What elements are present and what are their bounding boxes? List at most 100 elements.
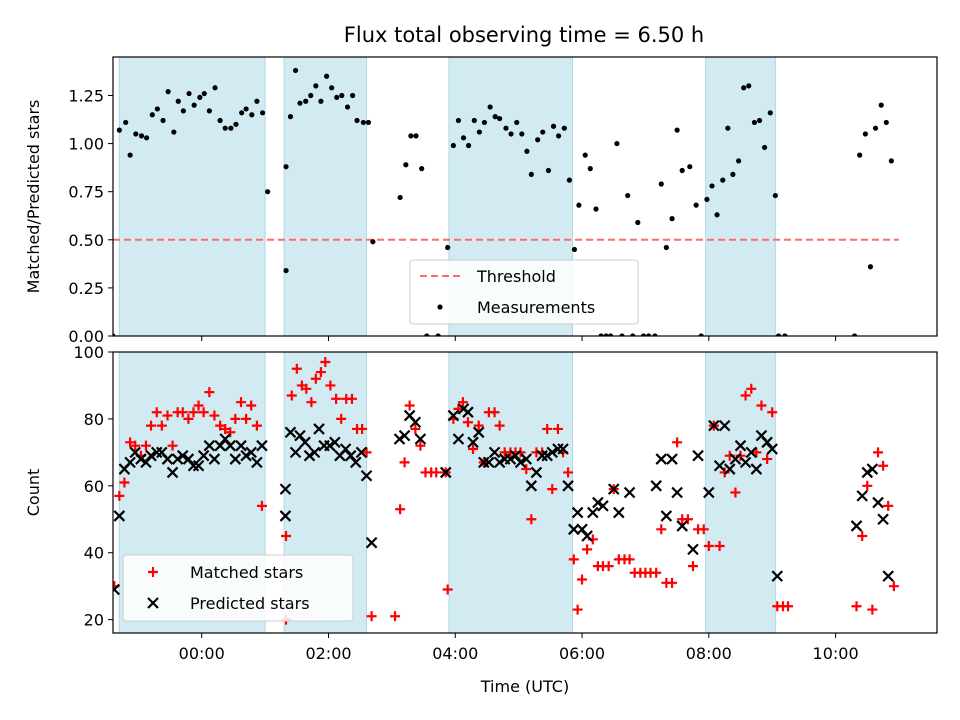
matched-point [256,500,267,511]
predicted-point [655,453,668,465]
matched-point [751,447,762,458]
matched-point [457,397,468,408]
measurement-point [455,117,462,124]
matched-point [119,477,130,488]
measurement-point [652,333,658,336]
predicted-point [192,459,205,472]
matched-point [390,611,401,622]
matched-point [572,604,583,615]
y-tick-label: 0.75 [68,183,104,202]
matched-point [183,413,194,424]
matched-point [225,427,236,438]
predicted-point [113,510,126,522]
matched-point [366,611,377,622]
predicted-point [729,453,742,465]
measurement-point [138,133,145,139]
measurement-point [492,114,498,120]
predicted-point [576,523,588,536]
legend-box [409,259,639,325]
matched-point [286,390,297,401]
matched-point [442,584,453,595]
predicted-point [514,456,527,469]
x-axis-label: Time (UTC) [480,677,569,696]
measurement-point [249,112,255,118]
predicted-point [355,446,368,459]
matched-point [563,467,574,478]
predicted-point [135,453,147,465]
measurement-point [741,85,747,91]
predicted-point [692,449,704,462]
measurement-point [725,125,731,131]
measurement-point [867,264,874,270]
matched-point [177,407,188,418]
measurement-point [598,333,604,336]
measurement-point [679,167,685,174]
measurement-point [756,117,763,124]
measurement-point [730,171,736,177]
measurement-point [545,167,552,174]
matched-point [230,413,241,424]
measurement-point [133,131,139,137]
matched-point [188,407,199,418]
predicted-point [520,453,533,465]
predicted-point [650,480,662,492]
y-tick-label: 20 [84,611,104,630]
measurement-point [113,333,116,336]
predicted-point [866,463,879,475]
measurement-point [197,94,203,101]
matched-point [395,504,406,515]
measurement-point [508,131,514,137]
predicted-point [623,486,636,499]
predicted-point [723,463,736,475]
measurement-point [514,119,520,126]
predicted-point [140,456,152,469]
series-layer [113,67,894,336]
predicted-point [592,496,604,509]
predicted-point [687,543,699,556]
y-tick-label: 100 [73,343,104,362]
x-tick-label: 04:00 [432,644,478,663]
measurement-point [165,89,171,95]
predicted-point [150,446,163,459]
matched-point [453,403,464,414]
measurement-point [883,119,889,126]
matched-point [346,393,357,404]
predicted-point [761,436,773,449]
matched-point [336,413,347,424]
predicted-point [483,456,495,469]
measurement-point [704,196,710,202]
predicted-point [176,449,189,462]
measurement-point [403,162,409,168]
predicted-point [504,453,517,465]
predicted-point [613,506,625,519]
matched-point [656,524,667,535]
matched-point [215,420,226,431]
measurement-point [308,92,314,99]
measurement-point [566,177,572,183]
legend-bottom: Matched stars Predicted stars [122,554,354,622]
predicted-point [279,483,292,495]
series-layer [113,357,899,625]
predicted-point [734,439,747,452]
measurement-point [614,140,620,147]
axes-frame [112,56,938,337]
matched-point [357,423,368,434]
measurement-point [687,164,693,170]
predicted-point [452,433,465,445]
measurement-point [775,333,782,336]
measurement-point [339,92,345,99]
matched-point [130,440,141,451]
matched-point [698,524,709,535]
measurement-point [154,106,160,112]
measurement-point [593,206,599,212]
matched-point [140,440,151,451]
predicted-point [145,449,157,462]
legend-matched-swatch [148,567,158,577]
measurement-point [709,183,715,189]
predicted-point [877,513,889,526]
measurement-point [365,119,372,126]
predicted-point [562,480,574,492]
predicted-point [398,429,411,442]
predicted-point [472,426,485,439]
